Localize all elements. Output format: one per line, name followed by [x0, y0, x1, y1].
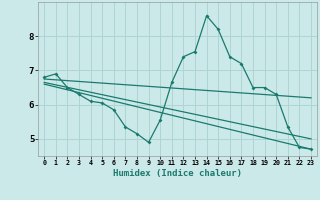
X-axis label: Humidex (Indice chaleur): Humidex (Indice chaleur): [113, 169, 242, 178]
